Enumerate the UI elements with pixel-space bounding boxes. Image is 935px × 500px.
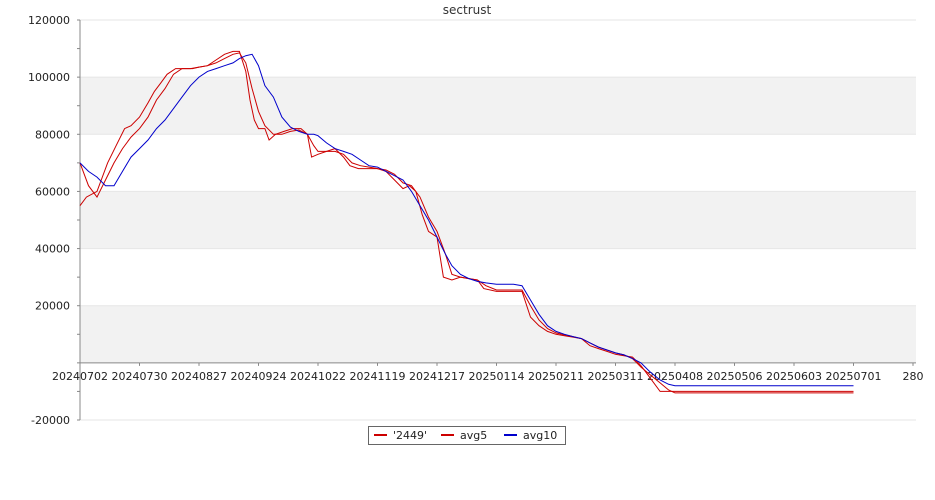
legend-swatch-avg10: [504, 434, 517, 436]
y-tick-label: 80000: [35, 128, 70, 141]
legend-swatch-avg5: [441, 434, 454, 436]
legend-item-2449: '2449': [374, 429, 427, 442]
plot-band-2: [80, 77, 916, 135]
x-tick-label: 20250311: [588, 370, 644, 383]
axes: [77, 19, 81, 421]
x-tick-label: 280: [903, 370, 924, 383]
x-tick-label: 20241217: [409, 370, 465, 383]
x-tick-label: 20240730: [112, 370, 168, 383]
x-tick-label: 20250408: [647, 370, 703, 383]
x-tick-label: 20250506: [707, 370, 763, 383]
y-tick-label: 120000: [28, 14, 70, 27]
grid-lines: [80, 19, 916, 421]
series-line-avg10: [79, 53, 854, 387]
legend-item-avg5: avg5: [441, 429, 487, 442]
y-tick-label: 40000: [35, 243, 70, 256]
x-tick-label: 20240827: [171, 370, 227, 383]
y-tick-label: 60000: [35, 185, 70, 198]
chart-title: sectrust: [443, 3, 492, 17]
legend-item-avg10: avg10: [504, 429, 557, 442]
x-tick-label: 20240702: [52, 370, 108, 383]
x-tick-label: 20250211: [528, 370, 584, 383]
y-tick-label: -20000: [31, 414, 70, 427]
x-tick-label: 20240924: [231, 370, 287, 383]
x-tick-label: 20241022: [290, 370, 346, 383]
legend-swatch-2449: [374, 434, 387, 436]
x-tick-labels: 20240702 20240730 20240827 20240924 20241022…: [52, 362, 924, 383]
y-tick-label: 100000: [28, 71, 70, 84]
x-tick-label: 20250603: [766, 370, 822, 383]
plot-band-0: [80, 305, 916, 363]
plot-band-1: [80, 191, 916, 249]
x-tick-label: 20250701: [826, 370, 882, 383]
legend-label-avg10: avg10: [523, 429, 558, 442]
x-tick-label: 20250114: [469, 370, 525, 383]
plot-bands: [80, 77, 916, 363]
x-tick-label: 20241119: [350, 370, 406, 383]
legend-label-2449: '2449': [393, 429, 428, 442]
legend: '2449' avg5 avg10: [368, 426, 566, 445]
legend-label-avg5: avg5: [460, 429, 488, 442]
y-tick-label: 20000: [35, 300, 70, 313]
y-tick-labels: -20000 20000 40000 60000 80000 100000 120000: [28, 14, 70, 427]
series-lines: [79, 50, 854, 394]
